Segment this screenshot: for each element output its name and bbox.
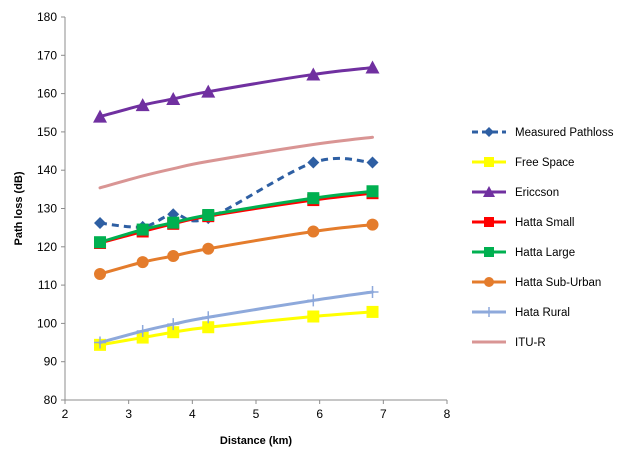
- legend-swatch-marker: [483, 186, 495, 197]
- y-tick-label: 170: [37, 48, 57, 62]
- data-point: [167, 216, 180, 229]
- data-point: [366, 185, 379, 198]
- data-point: [202, 242, 215, 255]
- legend-item-free-space: Free Space: [472, 157, 574, 169]
- data-point: [135, 98, 150, 112]
- x-tick-label: 8: [444, 407, 451, 421]
- series-line-measured-pathloss: [99, 156, 373, 229]
- x-tick-label: 7: [380, 407, 387, 421]
- legend-label: Hatta Small: [515, 217, 574, 229]
- legend-item-hatta-small: Hatta Small: [472, 217, 574, 229]
- data-point: [167, 318, 180, 331]
- legend-label: Measured Pathloss: [515, 127, 614, 139]
- series-itu-r: [98, 135, 375, 190]
- legend-item-hatta-large: Hatta Large: [472, 247, 575, 259]
- data-point: [136, 331, 149, 344]
- data-point: [167, 249, 180, 262]
- y-tick-label: 90: [44, 355, 58, 369]
- x-tick-label: 4: [189, 407, 196, 421]
- data-point: [94, 336, 107, 349]
- legend-label: Ericcson: [515, 187, 559, 199]
- series-line-itu-r: [98, 135, 375, 190]
- data-point: [94, 217, 107, 230]
- legend-item-hata-rural: Hata Rural: [472, 307, 570, 319]
- data-point: [202, 321, 215, 334]
- legend-swatch-marker: [484, 307, 494, 317]
- data-point: [307, 310, 320, 323]
- y-axis-title: Path loss (dB): [13, 171, 25, 245]
- data-point: [94, 236, 107, 249]
- data-point: [306, 67, 321, 81]
- data-point: [307, 156, 320, 169]
- data-point: [136, 325, 149, 338]
- legend-swatch-marker: [484, 247, 494, 257]
- legend: Measured Pathloss Free Space Ericcson Hatta…: [472, 127, 614, 349]
- y-tick-label: 180: [37, 10, 57, 24]
- data-point: [202, 209, 215, 222]
- legend-item-measured-pathloss: Measured Pathloss: [472, 127, 614, 139]
- x-tick-label: 3: [125, 407, 132, 421]
- data-point: [366, 305, 379, 318]
- data-point: [307, 294, 320, 307]
- y-tick-label: 160: [37, 87, 57, 101]
- y-tick-label: 140: [37, 163, 57, 177]
- legend-label: Hatta Sub-Urban: [515, 277, 601, 289]
- legend-label: Hata Rural: [515, 307, 570, 319]
- data-point: [307, 225, 320, 238]
- series-hatta-large: [94, 185, 379, 249]
- legend-swatch-marker: [484, 157, 494, 167]
- data-point: [94, 267, 107, 280]
- data-point: [166, 91, 181, 105]
- legend-item-itu-r: ITU-R: [472, 337, 546, 349]
- x-tick-label: 6: [316, 407, 323, 421]
- x-axis-title: Distance (km): [220, 435, 292, 447]
- data-point: [93, 109, 108, 123]
- data-point: [307, 192, 320, 205]
- y-tick-label: 100: [37, 316, 57, 330]
- legend-swatch-marker: [484, 127, 494, 137]
- series-hata-rural: [94, 285, 379, 349]
- series-ericcson: [93, 60, 380, 123]
- data-point: [365, 60, 380, 74]
- series-hatta-sub-urban: [94, 218, 379, 280]
- legend-label: Hatta Large: [515, 247, 575, 259]
- x-tick-label: 2: [62, 407, 69, 421]
- ticks: 80 90 100 110 120 130 140 150 160 170 180 2 3 4 5 6 7 8: [37, 10, 451, 421]
- plot-area: [93, 60, 380, 351]
- y-tick-label: 120: [37, 240, 57, 254]
- x-tick-label: 5: [253, 407, 260, 421]
- y-tick-label: 80: [44, 393, 58, 407]
- legend-swatch-marker: [484, 277, 494, 287]
- data-point: [136, 256, 149, 269]
- y-tick-label: 110: [38, 278, 57, 292]
- data-point: [366, 285, 379, 298]
- data-point: [201, 84, 216, 98]
- legend-swatch-marker: [484, 217, 494, 227]
- data-point: [167, 326, 180, 339]
- y-tick-label: 150: [37, 125, 57, 139]
- legend-label: Free Space: [515, 157, 574, 169]
- legend-item-hatta-sub-urban: Hatta Sub-Urban: [472, 277, 601, 289]
- data-point: [366, 156, 379, 169]
- data-point: [136, 223, 149, 236]
- legend-label: ITU-R: [515, 337, 546, 349]
- y-tick-label: 130: [37, 202, 57, 216]
- data-point: [202, 311, 215, 324]
- data-point: [366, 218, 379, 231]
- legend-item-ericcson: Ericcson: [472, 186, 559, 199]
